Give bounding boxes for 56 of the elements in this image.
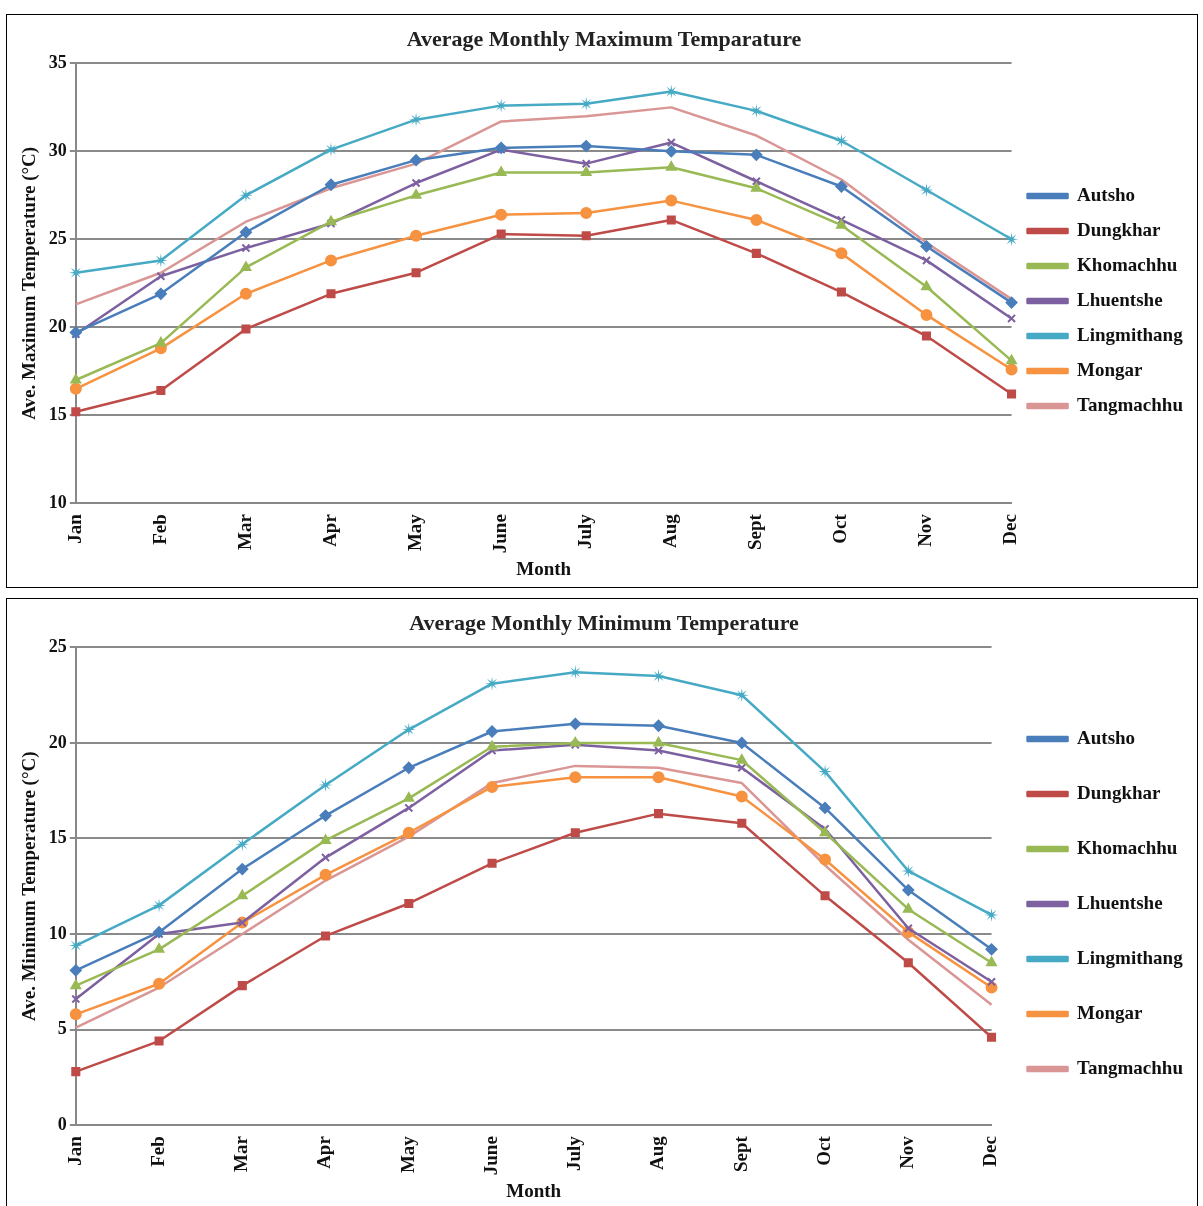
legend-label: Tangmachhu [1077,393,1184,415]
y-tick-label: 20 [48,731,67,752]
x-tick-label: Nov [914,513,936,547]
x-tick-label: Aug [659,513,681,548]
y-tick-label: 35 [48,52,67,73]
y-tick-label: 10 [48,491,67,512]
legend-label: Lhuentshe [1077,288,1163,310]
legend-label: Lingmithang [1077,323,1184,345]
legend-label: Mongar [1077,1001,1144,1023]
y-tick-label: 25 [48,227,67,248]
legend-label: Dungkhar [1077,781,1162,803]
x-tick-label: May [403,513,425,552]
legend-label: Khomachhu [1077,253,1178,275]
legend-label: Autsho [1077,183,1136,205]
x-tick-label: May [396,1135,418,1174]
x-tick-label: Feb [148,514,170,545]
x-tick-label: June [479,1136,501,1176]
x-tick-label: June [489,514,511,554]
x-tick-label: July [563,1135,585,1171]
x-axis-title: Month [516,557,572,579]
y-axis-title: Ave. Maximum Temperature (°C) [18,146,41,420]
x-tick-label: Sept [744,513,766,551]
chart-title: Average Monthly Minimum Temperature [409,609,800,635]
legend-label: Autsho [1077,726,1136,748]
legend-label: Lhuentshe [1077,891,1163,913]
y-tick-label: 30 [48,140,67,160]
legend-label: Khomachhu [1077,836,1178,858]
legend-label: Tangmachhu [1077,1056,1184,1078]
chart-title: Average Monthly Maximum Temparature [406,25,802,51]
x-tick-label: Jan [63,1135,85,1166]
y-tick-label: 15 [48,827,67,848]
y-axis-title: Ave. Minimum Temperature (°C) [18,751,41,1022]
y-tick-label: 25 [48,636,67,657]
x-tick-label: Feb [146,1136,168,1167]
y-tick-label: 10 [48,922,67,943]
x-tick-label: Sept [729,1135,751,1173]
x-tick-label: Nov [896,1135,918,1169]
x-tick-label: Mar [230,1135,252,1173]
x-tick-label: Jan [63,513,85,544]
legend-label: Lingmithang [1077,946,1184,968]
x-tick-label: Dec [979,1136,1001,1167]
y-tick-label: 5 [57,1018,67,1039]
legend-label: Dungkhar [1077,218,1162,240]
x-tick-label: Apr [318,513,340,547]
y-tick-label: 0 [57,1113,67,1134]
y-tick-label: 20 [48,315,67,336]
x-tick-label: Apr [313,1135,335,1169]
legend-label: Mongar [1077,358,1144,380]
y-tick-label: 15 [48,403,67,424]
x-tick-label: Mar [233,513,255,551]
x-tick-label: Oct [829,513,851,544]
x-tick-label: July [574,513,596,549]
x-tick-label: Aug [646,1135,668,1170]
x-axis-title: Month [506,1179,562,1201]
x-tick-label: Oct [812,1135,834,1166]
x-tick-label: Dec [999,514,1021,545]
